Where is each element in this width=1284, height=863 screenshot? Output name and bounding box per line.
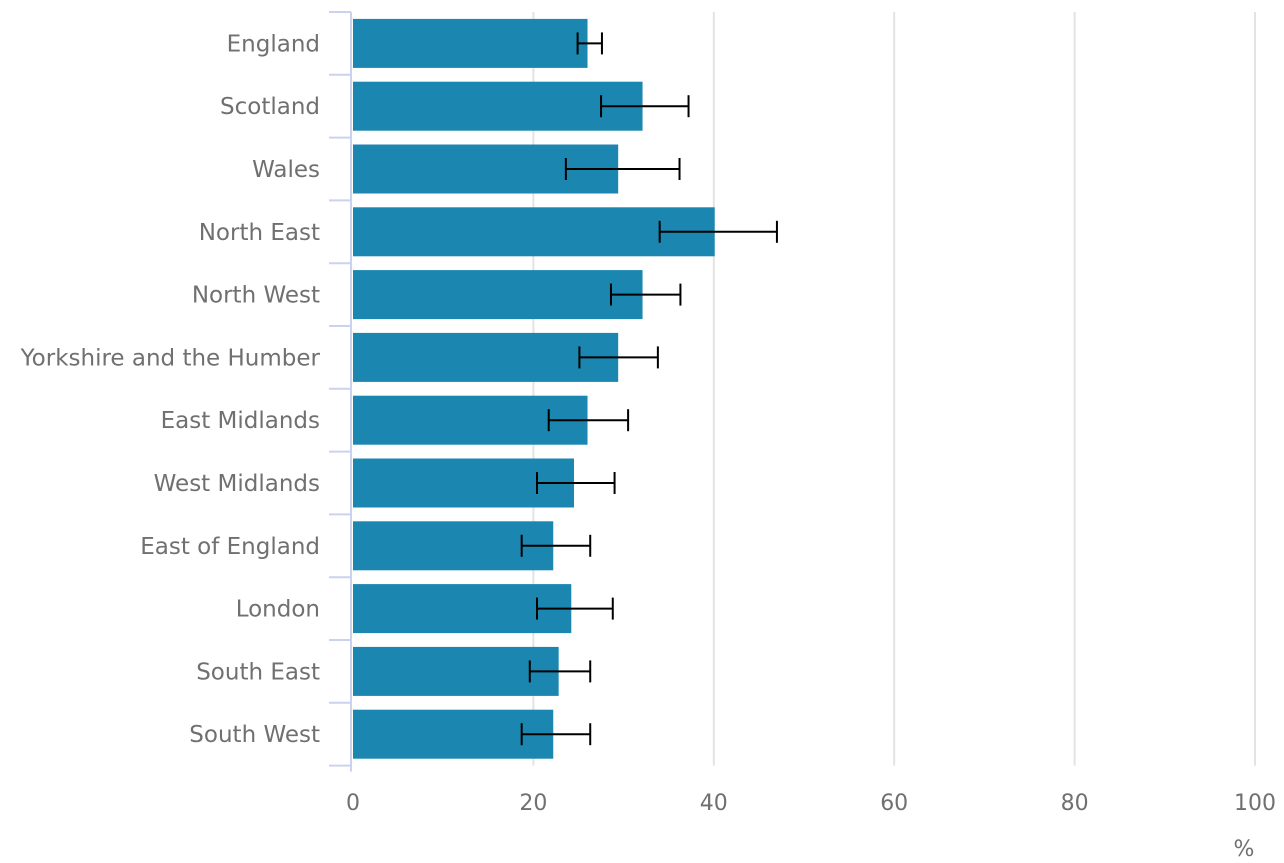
category-axis <box>329 11 352 772</box>
category-label: Wales <box>252 157 320 183</box>
gridlines <box>532 12 1256 766</box>
category-label: Scotland <box>220 94 320 120</box>
bar <box>353 584 572 634</box>
error-bar <box>520 723 592 746</box>
category-label: North West <box>192 283 320 309</box>
category-label: East of England <box>140 534 320 560</box>
value-axis-ticks: 0 20 40 60 80 100 <box>346 791 1276 816</box>
error-bar <box>520 534 592 557</box>
bar <box>353 81 643 131</box>
error-bar <box>564 158 681 180</box>
category-label: England <box>227 31 320 57</box>
bar <box>353 18 588 68</box>
bar <box>353 709 554 759</box>
tick-label: 20 <box>519 791 547 816</box>
error-bar <box>536 597 614 620</box>
error-bar <box>536 472 616 494</box>
error-bar <box>547 409 630 432</box>
bar <box>353 521 554 571</box>
tick-label: 0 <box>346 791 360 816</box>
error-bar <box>609 283 682 306</box>
category-labels: England Scotland Wales North East North West… <box>20 31 321 748</box>
bar <box>353 332 619 382</box>
tick-label: 40 <box>700 791 728 816</box>
bar <box>353 646 559 696</box>
category-label: West Midlands <box>154 471 320 497</box>
error-bar <box>600 95 690 118</box>
error-bar <box>576 32 603 55</box>
tick-label: 80 <box>1061 791 1089 816</box>
category-label: South East <box>196 659 320 685</box>
category-label: Yorkshire and the Humber <box>20 345 321 371</box>
error-bar <box>658 220 778 243</box>
bar <box>353 207 715 257</box>
tick-label: 60 <box>880 791 908 816</box>
value-axis-unit: % <box>1234 837 1255 859</box>
category-label: East Midlands <box>161 408 320 434</box>
bar <box>353 270 643 320</box>
tick-label: 100 <box>1234 791 1276 816</box>
error-bars <box>520 32 778 746</box>
category-label: London <box>236 597 320 623</box>
category-label: South West <box>189 722 320 748</box>
error-bar <box>578 346 659 369</box>
category-label: North East <box>199 220 320 246</box>
error-bar <box>528 660 592 683</box>
